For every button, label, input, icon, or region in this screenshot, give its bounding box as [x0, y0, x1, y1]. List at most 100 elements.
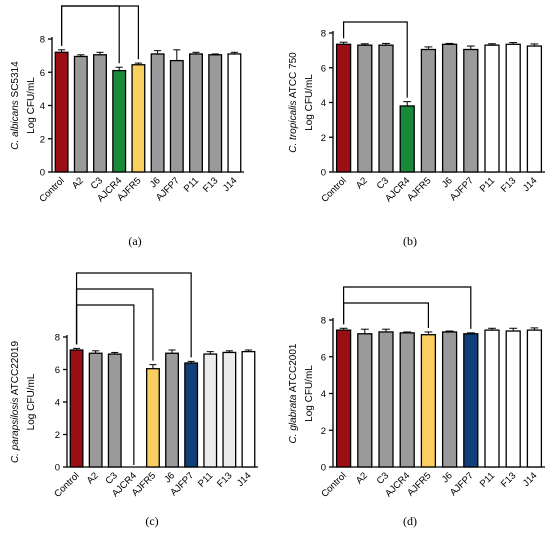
- bar-a2: [357, 44, 373, 173]
- bar-ajcr4: [399, 332, 415, 468]
- y-axis-title: C. parapsilosis ATCC22019: [10, 341, 21, 464]
- x-tick-label: F13: [499, 175, 518, 194]
- bar-ajfp7: [463, 333, 479, 468]
- x-tick-label: P11: [182, 175, 201, 194]
- x-tick-label: J6: [440, 470, 455, 485]
- x-tick-label: J6: [440, 175, 455, 190]
- bar-f13: [505, 43, 521, 173]
- bar-p11: [484, 44, 500, 173]
- bar-ajfp7: [184, 362, 199, 468]
- x-tick-label: C3: [375, 175, 391, 191]
- bar-ajcr4: [112, 69, 127, 173]
- bar-a2: [88, 352, 103, 468]
- bar-j6: [165, 352, 180, 468]
- bar-j14: [227, 53, 242, 173]
- bar-j6: [441, 43, 458, 173]
- y-tick-label: 6: [321, 63, 326, 74]
- x-tick-label: F13: [201, 175, 220, 194]
- bar-j14: [526, 329, 543, 468]
- y-tick-label: 2: [55, 430, 60, 441]
- bar-c3: [107, 353, 122, 468]
- y-tick-label: 6: [40, 68, 45, 79]
- x-tick-label: Control: [319, 470, 348, 499]
- significance-bracket: [61, 5, 139, 60]
- bar-ajcr4: [399, 105, 415, 173]
- x-tick-label: AJFP7: [448, 470, 476, 498]
- y-tick-label: 8: [55, 333, 60, 344]
- significance-bracket: [75, 304, 135, 465]
- x-tick-label: P11: [478, 175, 497, 194]
- x-tick-label: J14: [221, 175, 240, 194]
- y-tick-label: 2: [40, 134, 45, 145]
- bar-j6: [150, 53, 165, 173]
- x-tick-label: A2: [354, 470, 370, 486]
- panel-caption: (d): [403, 514, 417, 528]
- x-tick-label: AJFR5: [405, 175, 433, 203]
- x-tick-label: Control: [319, 175, 348, 204]
- bar-c3: [378, 331, 394, 468]
- x-tick-label: A2: [354, 175, 370, 191]
- bar-p11: [189, 53, 203, 173]
- y-tick-label: 4: [55, 398, 60, 409]
- bar-p11: [203, 353, 218, 468]
- bar-f13: [208, 54, 223, 173]
- bar-control: [335, 43, 352, 173]
- chart-panel-2: 0 2 4 6 8 C. tropicalis ATCC 750 Log CFU/mL Con…: [288, 21, 545, 248]
- x-tick-label: J14: [521, 175, 540, 194]
- y-tick-label: 4: [321, 389, 326, 400]
- significance-bracket: [343, 302, 429, 328]
- y-tick-label: 4: [40, 101, 45, 112]
- chart-panel-1: 0 2 4 6 8 C. albicans SC5314 Log CFU/mL Control…: [10, 5, 244, 248]
- y-axis-title: C. tropicalis ATCC 750: [288, 52, 299, 153]
- bar-f13: [222, 351, 237, 468]
- bar-j14: [526, 45, 543, 173]
- bar-ajfr5: [420, 48, 437, 173]
- y-tick-label: 0: [321, 168, 326, 179]
- bar-j14: [241, 350, 256, 468]
- bar-control: [69, 349, 84, 468]
- bar-c3: [378, 44, 394, 173]
- bar-c3: [93, 54, 107, 173]
- x-tick-label: AJFR5: [405, 470, 433, 498]
- y-tick-label: 6: [321, 352, 326, 363]
- panel-caption: (b): [403, 234, 417, 248]
- y-tick-label: 2: [321, 133, 326, 144]
- x-tick-label: P11: [478, 470, 497, 489]
- y-tick-label: 4: [321, 98, 326, 109]
- x-tick-label: Control: [52, 470, 81, 499]
- x-tick-label: AJFP7: [448, 175, 476, 203]
- y-tick-label: 8: [321, 316, 326, 327]
- x-tick-label: Control: [37, 175, 66, 204]
- y-tick-label: 0: [55, 463, 60, 474]
- panel-caption: (c): [145, 514, 158, 528]
- x-tick-label: F13: [215, 470, 234, 489]
- x-tick-label: P11: [196, 470, 215, 489]
- x-tick-label: J14: [521, 470, 540, 489]
- bar-j6: [441, 331, 458, 468]
- bar-ajfp7: [463, 48, 479, 173]
- significance-bracket: [343, 286, 472, 329]
- y-axis-unit: Log CFU/mL: [304, 365, 315, 422]
- bar-ajfp7: [169, 59, 184, 173]
- bar-control: [54, 51, 69, 173]
- significance-bracket: [75, 288, 154, 361]
- y-axis-title: C. glabrata ATCC2001: [288, 343, 299, 443]
- y-tick-label: 0: [40, 168, 45, 179]
- chart-panel-3: 0 2 4 6 8 C. parapsilosis ATCC22019 Log CFU/mL…: [10, 272, 258, 528]
- y-tick-label: 8: [321, 29, 326, 40]
- x-tick-label: A2: [85, 470, 101, 486]
- bar-control: [335, 329, 352, 468]
- bar-ajfr5: [145, 368, 160, 468]
- y-axis-unit: Log CFU/mL: [304, 74, 315, 131]
- bar-ajfr5: [131, 64, 146, 173]
- bar-p11: [484, 329, 500, 468]
- y-tick-label: 6: [55, 365, 60, 376]
- bar-a2: [73, 55, 88, 173]
- bar-a2: [357, 333, 373, 468]
- x-tick-label: F13: [499, 470, 518, 489]
- significance-bracket: [61, 5, 120, 64]
- panel-caption: (a): [128, 234, 141, 248]
- x-tick-label: A2: [70, 175, 86, 191]
- bar-f13: [505, 330, 521, 468]
- y-axis-unit: Log CFU/mL: [26, 77, 37, 134]
